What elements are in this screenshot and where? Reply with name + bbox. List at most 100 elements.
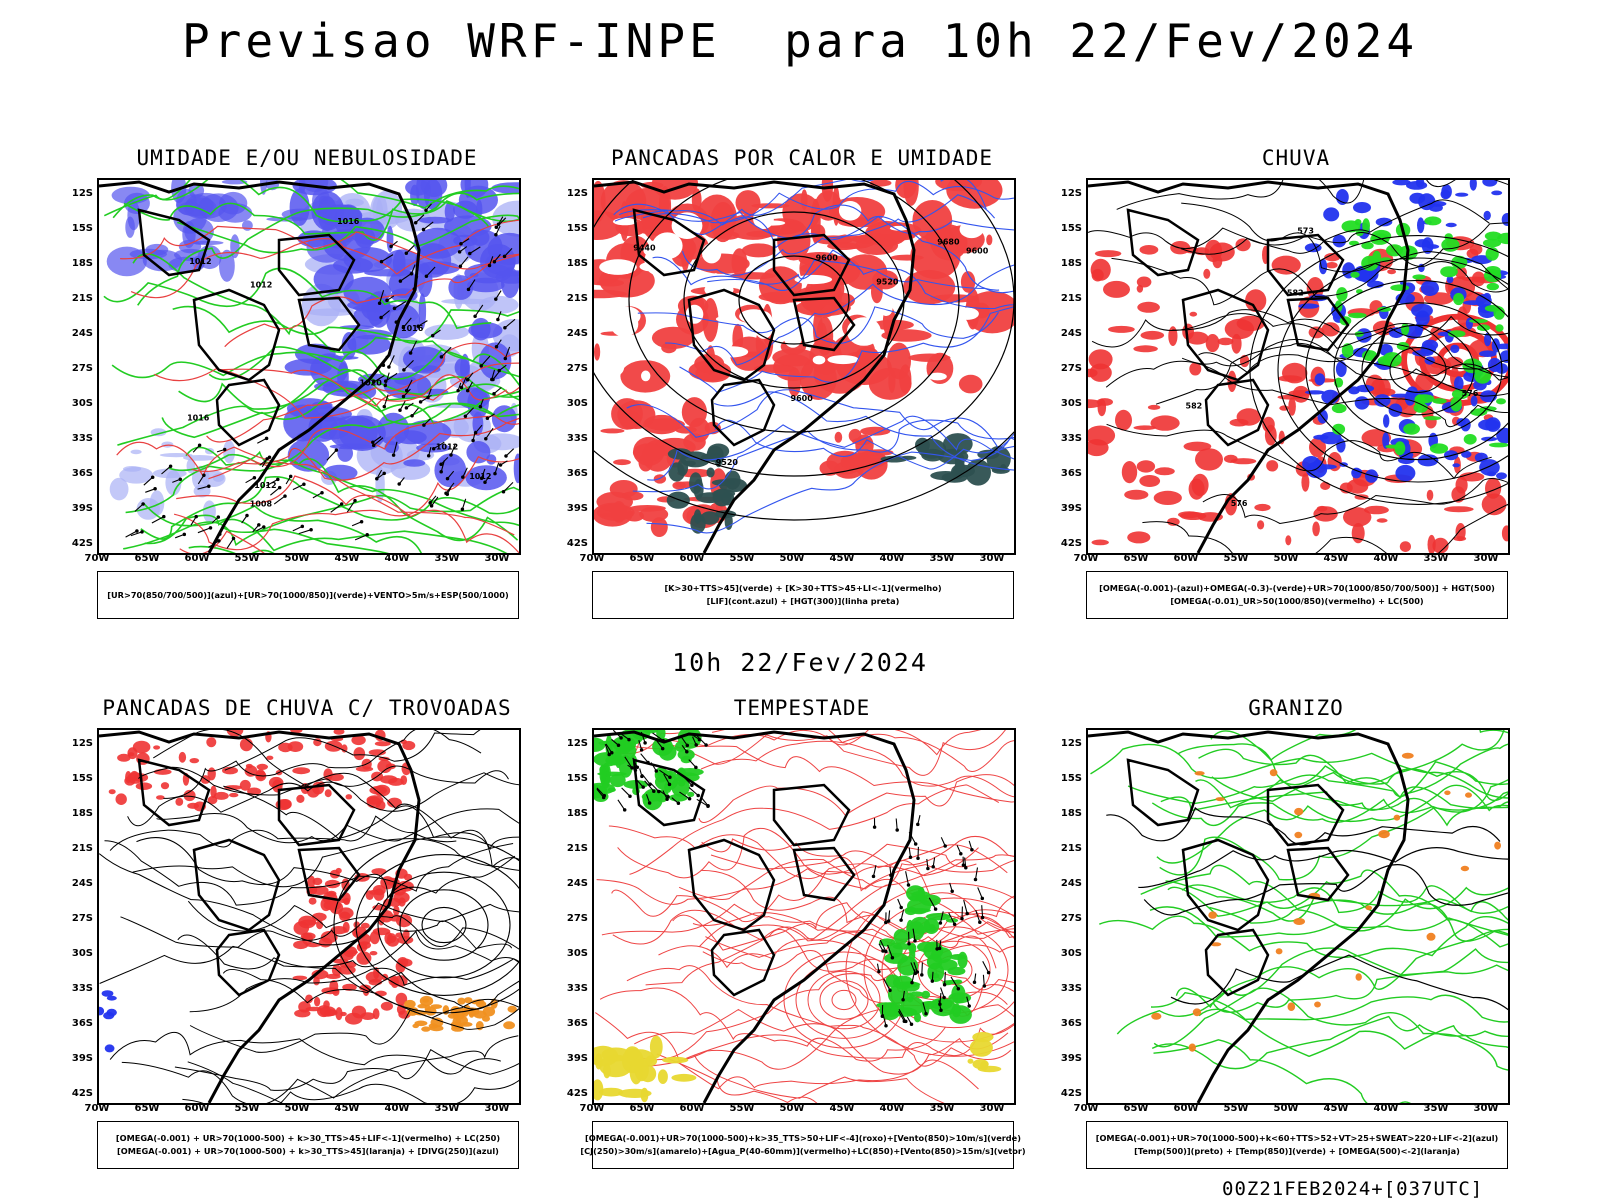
latitude-label: 24S — [1060, 878, 1082, 889]
longitude-label: 30W — [484, 553, 510, 564]
longitude-label: 35W — [434, 1103, 460, 1114]
longitude-label: 40W — [879, 1103, 905, 1114]
panel-title-trovoadas: PANCADAS DE CHUVA C/ TROVOADAS — [102, 696, 512, 720]
country-border — [1181, 838, 1270, 932]
legend-line: [OMEGA(-0.001)+UR>70(1000-500)+k>35_TTS>… — [585, 1133, 1021, 1143]
country-border — [687, 838, 776, 932]
longitude-label: 50W — [284, 1103, 310, 1114]
longitude-label: 65W — [629, 553, 655, 564]
country-border — [1204, 378, 1270, 447]
country-border — [137, 758, 211, 827]
contour-label: 1016 — [187, 413, 210, 422]
latitude-label: 15S — [566, 773, 588, 784]
instability-red — [594, 180, 1014, 400]
latitude-label: 27S — [71, 363, 93, 374]
longitude-label: 30W — [1473, 553, 1499, 564]
page-title: Previsao WRF-INPE para 10h 22/Fev/2024 — [181, 14, 1419, 68]
longitude-label: 40W — [879, 553, 905, 564]
map-granizo — [1086, 728, 1510, 1105]
country-border — [277, 233, 356, 297]
latitude-label: 18S — [566, 258, 588, 269]
legend-line: [OMEGA(-0.001) + UR>70(1000-500) + k>30_… — [117, 1146, 499, 1156]
panel-title-granizo: GRANIZO — [1248, 696, 1344, 720]
longitude-label: 65W — [1123, 1103, 1149, 1114]
longitude-label: 40W — [384, 1103, 410, 1114]
strong-wind-green-north — [594, 730, 704, 811]
wind-vectors — [371, 203, 516, 511]
latitude-label: 12S — [566, 738, 588, 749]
longitude-label: 70W — [579, 1103, 605, 1114]
clear-areas — [599, 201, 997, 382]
country-border — [1181, 288, 1270, 382]
country-border — [1204, 928, 1270, 997]
latitude-label: 15S — [71, 223, 93, 234]
run-timestamp: 00Z21FEB2024+[037UTC] — [1222, 1178, 1484, 1200]
longitude-label: 30W — [979, 1103, 1005, 1114]
latitude-label: 33S — [71, 433, 93, 444]
longitude-label: 30W — [1473, 1103, 1499, 1114]
temp500-contours — [1106, 806, 1508, 1011]
legend-line: [OMEGA(-0.001) + UR>70(1000-500) + k>30_… — [115, 1133, 501, 1143]
latitude-label: 33S — [1060, 433, 1082, 444]
legend-line: [OMEGA(-0.001)+UR>70(1000-500)+k<60+TTS>… — [1095, 1133, 1499, 1143]
contour-label: 1016 — [401, 324, 424, 333]
contour-label: 576 — [1462, 389, 1479, 398]
legend-umidade: [UR>70(850/700/500)](azul)+[UR>70(1000/8… — [97, 571, 519, 619]
omega-orange — [1151, 752, 1501, 1052]
latitude-label: 24S — [1060, 328, 1082, 339]
contour-label: 1020 — [360, 378, 383, 387]
coastline — [594, 730, 916, 1103]
legend-pancadas_calor: [K>30+TTS>45](verde) + [K>30+TTS>45+LI<-… — [592, 571, 1014, 619]
latitude-label: 42S — [1060, 538, 1082, 549]
legend-line: [CJ(250)>30m/s](amarelo)+[Agua_P(40-60mm… — [580, 1146, 1026, 1156]
latitude-label: 36S — [1060, 468, 1082, 479]
latitude-label: 21S — [566, 843, 588, 854]
panel-title-chuva: CHUVA — [1261, 146, 1331, 170]
panel-title-pancadas_calor: PANCADAS POR CALOR E UMIDADE — [610, 146, 993, 170]
latitude-label: 24S — [71, 328, 93, 339]
panel-title-umidade: UMIDADE E/OU NEBULOSIDADE — [136, 146, 478, 170]
temp850-contours — [1090, 730, 1508, 1103]
longitude-label: 55W — [234, 1103, 260, 1114]
latitude-label: 30S — [566, 398, 588, 409]
contour-label: 9600 — [966, 246, 989, 255]
country-border — [1126, 758, 1200, 827]
map-canvas — [1088, 730, 1508, 1103]
country-border — [772, 783, 851, 847]
longitude-label: 70W — [84, 553, 110, 564]
country-border — [632, 758, 706, 827]
country-border — [1126, 208, 1200, 277]
thunderstorm-orange — [404, 995, 517, 1032]
longitude-label: 55W — [729, 553, 755, 564]
coastline — [99, 730, 421, 1103]
contour-label: 1016 — [337, 217, 360, 226]
latitude-label: 24S — [566, 878, 588, 889]
country-border — [1286, 846, 1350, 902]
longitude-label: 70W — [84, 1103, 110, 1114]
latitude-label: 21S — [71, 843, 93, 854]
longitude-label: 60W — [184, 1103, 210, 1114]
legend-line: [UR>70(850/700/500)](azul)+[UR>70(1000/8… — [107, 589, 509, 600]
longitude-label: 70W — [1073, 553, 1099, 564]
latitude-label: 39S — [1060, 1053, 1082, 1064]
longitude-label: 65W — [134, 553, 160, 564]
legend-line: [OMEGA(-0.01)_UR>50(1000/850)(vermelho) … — [1170, 596, 1424, 606]
latitude-label: 36S — [71, 1018, 93, 1029]
country-border — [137, 208, 211, 277]
contour-label: 582 — [1186, 402, 1203, 411]
latitude-label: 39S — [566, 1053, 588, 1064]
map-chuva: 576 576 573 582 582 — [1086, 178, 1510, 555]
country-border — [710, 928, 776, 997]
map-canvas: 1012 1016 1012 1008 1012 1012 1016 1020 1012 1016 — [99, 180, 519, 553]
latitude-label: 15S — [71, 773, 93, 784]
longitude-label: 45W — [829, 1103, 855, 1114]
contour-label: 1012 — [254, 481, 276, 490]
latitude-label: 36S — [566, 468, 588, 479]
contour-label: 9600 — [816, 253, 839, 262]
contour-label: 582 — [1287, 289, 1304, 298]
latitude-label: 21S — [1060, 843, 1082, 854]
legend-tempestade: [OMEGA(-0.001)+UR>70(1000-500)+k>35_TTS>… — [580, 1121, 1026, 1169]
country-border — [297, 846, 361, 902]
coastline — [99, 180, 421, 553]
latitude-label: 15S — [1060, 223, 1082, 234]
